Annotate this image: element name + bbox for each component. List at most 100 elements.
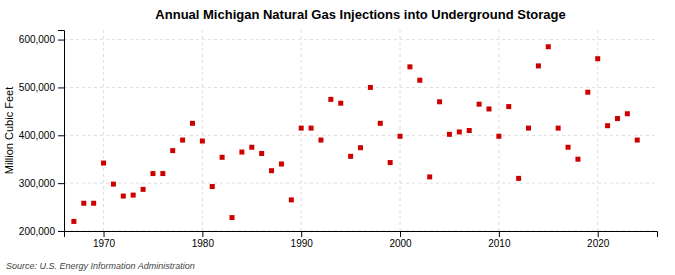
point [239, 150, 244, 155]
point [447, 132, 452, 137]
points [71, 44, 639, 224]
point [635, 138, 640, 143]
y-tick-label: 600,000 [19, 34, 56, 45]
y-tick: 600,000 [19, 34, 64, 45]
point [556, 126, 561, 131]
x-axis: 1970 1980 1990 2000 2010 2020 [65, 231, 658, 249]
point [299, 126, 304, 131]
point [407, 64, 412, 69]
point [259, 151, 264, 156]
point [605, 123, 610, 128]
point [486, 106, 491, 111]
x-tick-mark [104, 231, 105, 237]
point [496, 134, 501, 139]
y-axis-line [58, 31, 65, 232]
point [585, 90, 590, 95]
y-tick-label: 200,000 [19, 226, 56, 237]
point [516, 176, 521, 181]
y-tick-label: 300,000 [19, 178, 56, 189]
grid-line-y [64, 183, 657, 184]
x-axis-line [65, 232, 658, 238]
grid-line-x [103, 30, 104, 231]
point [477, 102, 482, 107]
point [81, 201, 86, 206]
point [437, 99, 442, 104]
point [328, 97, 333, 102]
point [536, 63, 541, 68]
y-tick-label: 400,000 [19, 130, 56, 141]
title: Annual Michigan Natural Gas Injections i… [155, 7, 565, 22]
x-tick-mark [301, 231, 302, 237]
y-tick: 400,000 [19, 130, 64, 141]
point [467, 128, 472, 133]
point [348, 154, 353, 159]
y-tick: 300,000 [19, 178, 64, 189]
x-tick: 1970 [93, 231, 116, 249]
point [131, 193, 136, 198]
grid-line-x [202, 30, 203, 231]
point [398, 134, 403, 139]
point [91, 201, 96, 206]
point [141, 187, 146, 192]
point [417, 78, 422, 83]
x-tick-label: 2020 [587, 238, 610, 249]
x-tick: 2000 [389, 231, 412, 249]
point [210, 184, 215, 189]
annotation: Source: U.S. Energy Information Administ… [6, 261, 195, 271]
point [289, 197, 294, 202]
x-tick-label: 2000 [389, 238, 412, 249]
point [546, 44, 551, 49]
point [190, 121, 195, 126]
x-tick: 1990 [291, 231, 314, 249]
x-tick-label: 1990 [291, 238, 314, 249]
point [388, 160, 393, 165]
y-tick-mark [58, 231, 64, 232]
point [200, 139, 205, 144]
point [269, 168, 274, 173]
y-tick-mark [58, 87, 64, 88]
x-tick-mark [400, 231, 401, 237]
x-tick-label: 1970 [93, 238, 116, 249]
point [170, 148, 175, 153]
point [427, 174, 432, 179]
point [566, 145, 571, 150]
point [160, 171, 165, 176]
grid-line-y [64, 135, 657, 136]
x-tick-mark [202, 231, 203, 237]
x-tick-mark [598, 231, 599, 237]
plot: 1970 1980 1990 2000 2010 2020 200,000 300,000 40… [19, 30, 658, 249]
point [358, 145, 363, 150]
x-tick-mark [499, 231, 500, 237]
point [318, 138, 323, 143]
point [150, 171, 155, 176]
point [121, 194, 126, 199]
point [378, 121, 383, 126]
x-tick: 1980 [192, 231, 215, 249]
y-tick: 200,000 [19, 226, 64, 237]
point [230, 215, 235, 220]
grid-line-y [64, 39, 657, 40]
point [101, 161, 106, 166]
point [575, 157, 580, 162]
point [595, 56, 600, 61]
x-tick: 2020 [587, 231, 610, 249]
point [249, 145, 254, 150]
point [368, 85, 373, 90]
x-tick-label: 1980 [192, 238, 215, 249]
point [526, 126, 531, 131]
point [506, 104, 511, 109]
chart: 1970 1980 1990 2000 2010 2020 200,000 300,000 40… [0, 0, 675, 275]
point [279, 162, 284, 167]
x-tick: 2010 [488, 231, 511, 249]
y-axis: 200,000 300,000 400,000 500,000 600,000 [19, 31, 65, 237]
y-tick-mark [58, 135, 64, 136]
grid-line-x [400, 30, 401, 231]
grid-line-x [498, 30, 499, 231]
point [457, 129, 462, 134]
point [338, 101, 343, 106]
y-tick-mark [58, 40, 64, 41]
point [180, 138, 185, 143]
y-tick-label: 500,000 [19, 82, 56, 93]
point [111, 182, 116, 187]
grid-line-y [64, 87, 657, 88]
